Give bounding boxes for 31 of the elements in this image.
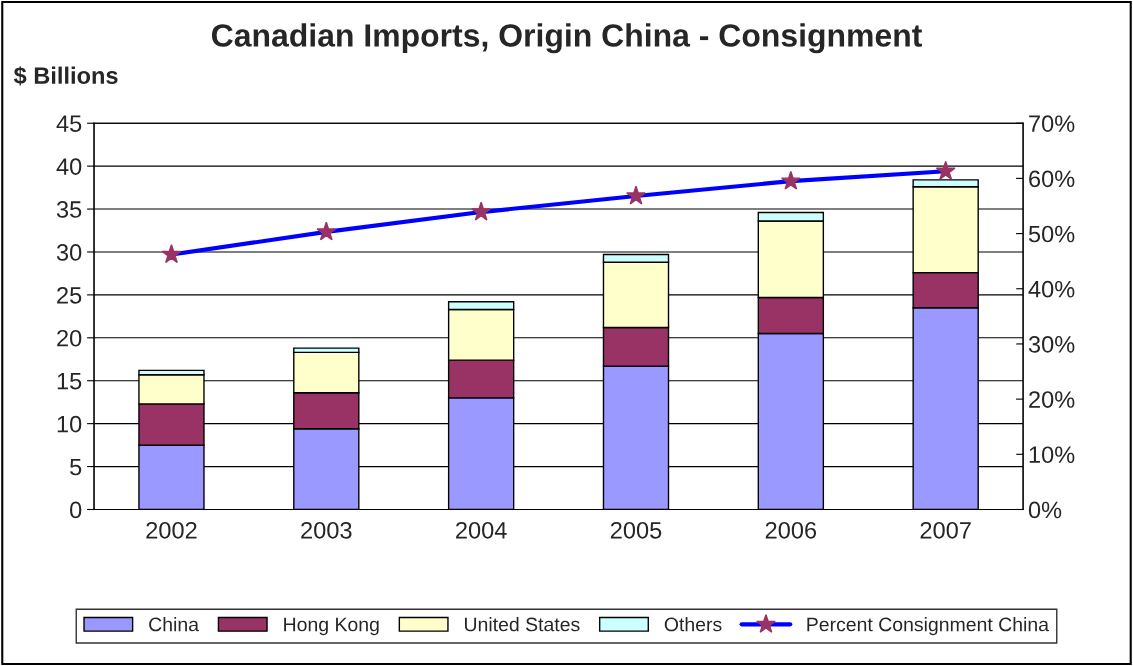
y-tick-label: 20 (57, 329, 82, 347)
y2-tick-label: 20% (1029, 391, 1075, 408)
y2-tick-label: 70% (1029, 115, 1075, 132)
y-tick-label: 30 (56, 244, 82, 261)
x-tick-label: 2003 (301, 521, 352, 539)
legend-label: Hong Kong (284, 617, 379, 636)
legend-label: Percent Consignment China (807, 617, 1049, 636)
y-tick-label: 0 (70, 501, 82, 519)
y-tick-label: 45 (56, 115, 82, 132)
y2-tick-label: 30% (1028, 336, 1075, 353)
y2-tick-label: 10% (1029, 446, 1075, 464)
y-tick-label: 40 (56, 158, 82, 175)
y2-tick-label: 0% (1028, 501, 1062, 519)
y2-tick-label: 60% (1029, 170, 1075, 188)
x-tick-label: 2002 (146, 521, 197, 539)
y-tick-label: 35 (56, 201, 82, 218)
x-tick-label: 2006 (765, 521, 817, 539)
y-tick-label: 10 (57, 415, 82, 433)
y-axis-title: $ Billions (13, 66, 118, 86)
legend-label: China (149, 617, 199, 632)
y2-tick-label: 50% (1028, 225, 1075, 243)
y-tick-label: 5 (70, 458, 82, 476)
x-tick-label: 2005 (610, 521, 662, 539)
y-tick-label: 15 (57, 373, 82, 390)
legend-label: United States (465, 617, 580, 632)
x-tick-label: 2004 (456, 521, 507, 539)
y-tick-label: 25 (57, 286, 82, 304)
legend-label: Others (664, 617, 722, 632)
chart-title: Canadian Imports, Origin China - Consignment (211, 23, 922, 54)
y2-tick-label: 40% (1028, 280, 1075, 298)
x-tick-label: 2007 (920, 521, 971, 539)
